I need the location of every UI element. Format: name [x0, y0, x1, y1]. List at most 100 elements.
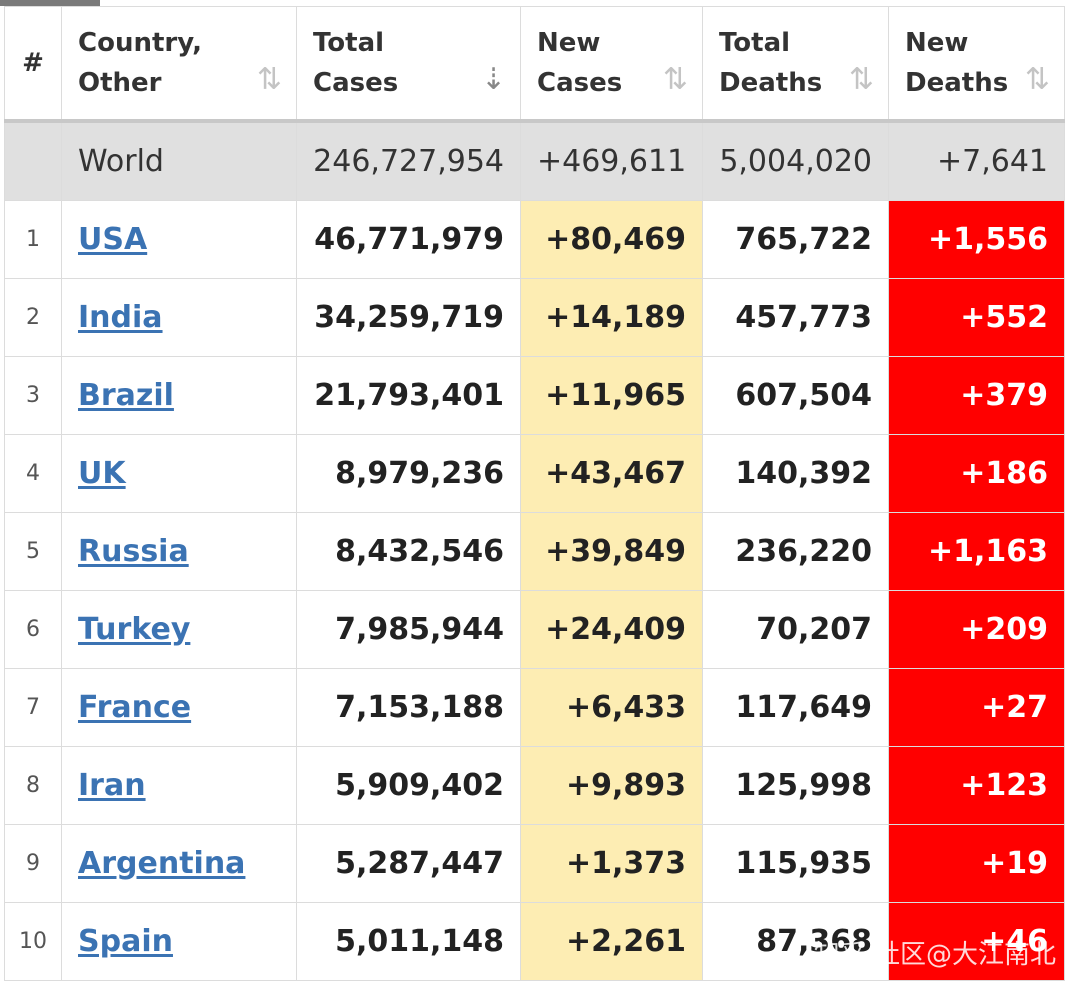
country-cell: India [61, 278, 297, 357]
total-cases-cell: 8,432,546 [296, 512, 521, 591]
country-link[interactable]: Iran [78, 768, 146, 803]
table-row: 3 Brazil 21,793,401 +11,965 607,504 +379 [4, 356, 1065, 435]
total-deaths-cell: 125,998 [702, 746, 889, 825]
table-row: 6 Turkey 7,985,944 +24,409 70,207 +209 [4, 590, 1065, 669]
world-total-cases: 246,727,954 [296, 120, 521, 201]
total-deaths-cell: 765,722 [702, 200, 889, 279]
rank-cell: 2 [4, 278, 62, 357]
new-cases-cell: +14,189 [520, 278, 703, 357]
new-deaths-cell: +552 [888, 278, 1065, 357]
world-new-cases: +469,611 [520, 120, 703, 201]
new-deaths-cell: +209 [888, 590, 1065, 669]
world-rank-cell [4, 120, 62, 201]
covid-stats-table: # Country, Other ⇅ Total Cases ⇣ New Cas… [4, 6, 1065, 981]
rank-cell: 7 [4, 668, 62, 747]
country-link[interactable]: USA [78, 222, 148, 257]
country-cell: UK [61, 434, 297, 513]
total-cases-cell: 7,153,188 [296, 668, 521, 747]
total-cases-cell: 8,979,236 [296, 434, 521, 513]
table-row: 7 France 7,153,188 +6,433 117,649 +27 [4, 668, 1065, 747]
new-cases-cell: +43,467 [520, 434, 703, 513]
column-header-rank[interactable]: # [4, 6, 62, 123]
sort-icon[interactable]: ⇅ [662, 62, 688, 97]
country-cell: Brazil [61, 356, 297, 435]
column-label: New Deaths [905, 27, 1009, 98]
total-cases-cell: 7,985,944 [296, 590, 521, 669]
new-cases-cell: +24,409 [520, 590, 703, 669]
country-link[interactable]: India [78, 300, 163, 335]
new-deaths-cell: +27 [888, 668, 1065, 747]
country-cell: Spain [61, 902, 297, 981]
sort-descending-icon[interactable]: ⇣ [480, 62, 506, 97]
new-deaths-cell: +46 [888, 902, 1065, 981]
country-cell: Russia [61, 512, 297, 591]
rank-cell: 1 [4, 200, 62, 279]
country-cell: Iran [61, 746, 297, 825]
country-cell: Turkey [61, 590, 297, 669]
country-link[interactable]: France [78, 690, 192, 725]
new-cases-cell: +11,965 [520, 356, 703, 435]
country-link[interactable]: Turkey [78, 612, 191, 647]
column-header-new-cases[interactable]: New Cases ⇅ [520, 6, 703, 123]
total-cases-cell: 34,259,719 [296, 278, 521, 357]
rank-cell: 6 [4, 590, 62, 669]
total-deaths-cell: 117,649 [702, 668, 889, 747]
total-deaths-cell: 70,207 [702, 590, 889, 669]
table-row: 1 USA 46,771,979 +80,469 765,722 +1,556 [4, 200, 1065, 279]
country-cell: USA [61, 200, 297, 279]
country-link[interactable]: Russia [78, 534, 189, 569]
column-header-total-cases[interactable]: Total Cases ⇣ [296, 6, 521, 123]
total-deaths-cell: 457,773 [702, 278, 889, 357]
total-cases-cell: 5,287,447 [296, 824, 521, 903]
rank-cell: 10 [4, 902, 62, 981]
total-deaths-cell: 607,504 [702, 356, 889, 435]
top-tab-indicator [0, 0, 100, 6]
column-header-new-deaths[interactable]: New Deaths ⇅ [888, 6, 1065, 123]
new-deaths-cell: +186 [888, 434, 1065, 513]
total-deaths-cell: 115,935 [702, 824, 889, 903]
table-row: 5 Russia 8,432,546 +39,849 236,220 +1,163 [4, 512, 1065, 591]
country-cell: France [61, 668, 297, 747]
country-cell: Argentina [61, 824, 297, 903]
world-name: World [61, 120, 297, 201]
new-cases-cell: +80,469 [520, 200, 703, 279]
total-deaths-cell: 140,392 [702, 434, 889, 513]
new-cases-cell: +9,893 [520, 746, 703, 825]
world-total-row: World 246,727,954 +469,611 5,004,020 +7,… [4, 120, 1065, 201]
column-header-total-deaths[interactable]: Total Deaths ⇅ [702, 6, 889, 123]
total-cases-cell: 21,793,401 [296, 356, 521, 435]
column-label: New Cases [537, 27, 623, 98]
new-deaths-cell: +123 [888, 746, 1065, 825]
country-link[interactable]: Spain [78, 924, 173, 959]
rank-cell: 5 [4, 512, 62, 591]
sort-icon[interactable]: ⇅ [256, 62, 282, 97]
country-link[interactable]: UK [78, 456, 126, 491]
table-row: 4 UK 8,979,236 +43,467 140,392 +186 [4, 434, 1065, 513]
new-cases-cell: +39,849 [520, 512, 703, 591]
world-new-deaths: +7,641 [888, 120, 1065, 201]
new-cases-cell: +6,433 [520, 668, 703, 747]
table-row: 2 India 34,259,719 +14,189 457,773 +552 [4, 278, 1065, 357]
total-cases-cell: 5,011,148 [296, 902, 521, 981]
total-deaths-cell: 236,220 [702, 512, 889, 591]
country-link[interactable]: Argentina [78, 846, 246, 881]
rank-cell: 9 [4, 824, 62, 903]
new-deaths-cell: +19 [888, 824, 1065, 903]
total-cases-cell: 5,909,402 [296, 746, 521, 825]
new-deaths-cell: +1,556 [888, 200, 1065, 279]
country-link[interactable]: Brazil [78, 378, 174, 413]
column-header-country[interactable]: Country, Other ⇅ [61, 6, 297, 123]
table-row: 9 Argentina 5,287,447 +1,373 115,935 +19 [4, 824, 1065, 903]
new-cases-cell: +2,261 [520, 902, 703, 981]
rank-cell: 4 [4, 434, 62, 513]
sort-icon[interactable]: ⇅ [848, 62, 874, 97]
table-row: 8 Iran 5,909,402 +9,893 125,998 +123 [4, 746, 1065, 825]
column-label: Total Cases [313, 27, 399, 98]
new-cases-cell: +1,373 [520, 824, 703, 903]
world-total-deaths: 5,004,020 [702, 120, 889, 201]
sort-icon[interactable]: ⇅ [1024, 62, 1050, 97]
rank-cell: 3 [4, 356, 62, 435]
watermark-text: 知乎 社区@大江南北 [813, 940, 1056, 970]
column-label: Country, Other [78, 27, 203, 98]
rank-cell: 8 [4, 746, 62, 825]
